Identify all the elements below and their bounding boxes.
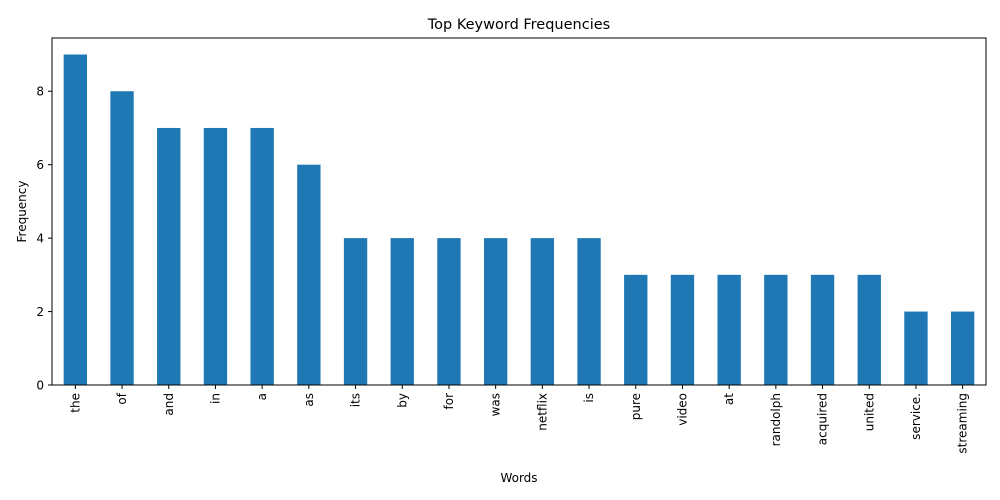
- x-tick-label: a: [255, 393, 269, 400]
- bar-streaming: [950, 311, 975, 385]
- bar-and: [157, 127, 181, 386]
- x-tick-label: by: [395, 393, 409, 408]
- bar-pure: [624, 274, 648, 385]
- bar-a: [250, 127, 274, 386]
- x-tick-label: streaming: [956, 393, 970, 454]
- x-axis-label: Words: [500, 471, 537, 485]
- bar-in: [203, 127, 228, 386]
- y-axis-label: Frequency: [15, 181, 29, 243]
- y-axis-ticks: 0 2 4 6 8: [36, 85, 52, 392]
- bar-of: [110, 91, 134, 386]
- bars-group: [63, 54, 975, 386]
- x-tick-label: in: [208, 393, 222, 404]
- bar-netflix: [530, 238, 555, 385]
- x-tick-label: at: [722, 393, 736, 405]
- x-tick-label: was: [489, 393, 503, 416]
- bar-for: [437, 238, 461, 385]
- x-tick-label: for: [442, 393, 456, 410]
- x-axis-ticks: the of and in a as its by for was netflix is pure vid…: [68, 385, 970, 454]
- y-tick-label: 2: [36, 305, 44, 319]
- x-tick-label: acquired: [816, 393, 830, 445]
- bar-united: [857, 274, 881, 385]
- x-tick-label: pure: [629, 393, 643, 420]
- x-tick-label: united: [862, 393, 876, 431]
- x-tick-label: is: [582, 393, 596, 403]
- bar-at: [717, 274, 741, 385]
- bar-was: [483, 238, 508, 385]
- bar-randolph: [764, 274, 788, 385]
- bar-as: [297, 164, 321, 385]
- x-tick-label: of: [115, 392, 129, 404]
- x-tick-label: as: [302, 393, 316, 407]
- x-tick-label: video: [675, 393, 689, 426]
- bar-its: [343, 238, 368, 385]
- bar-video: [670, 274, 695, 385]
- y-tick-label: 6: [36, 158, 44, 172]
- y-tick-label: 8: [36, 85, 44, 99]
- plot-frame: [51, 37, 987, 386]
- bar-service: [904, 311, 928, 385]
- x-tick-label: its: [349, 393, 363, 407]
- x-tick-label: the: [68, 393, 82, 413]
- x-tick-label: and: [162, 393, 176, 416]
- bar-acquired: [810, 274, 835, 385]
- y-tick-label: 0: [36, 378, 44, 392]
- bar-the: [63, 54, 88, 386]
- bar-is: [577, 238, 601, 385]
- bar-by: [390, 238, 414, 385]
- x-tick-label: service.: [909, 393, 923, 440]
- x-tick-label: netflix: [535, 393, 549, 431]
- y-tick-label: 4: [36, 231, 44, 245]
- chart-title: Top Keyword Frequencies: [427, 17, 610, 33]
- x-tick-label: randolph: [769, 393, 783, 446]
